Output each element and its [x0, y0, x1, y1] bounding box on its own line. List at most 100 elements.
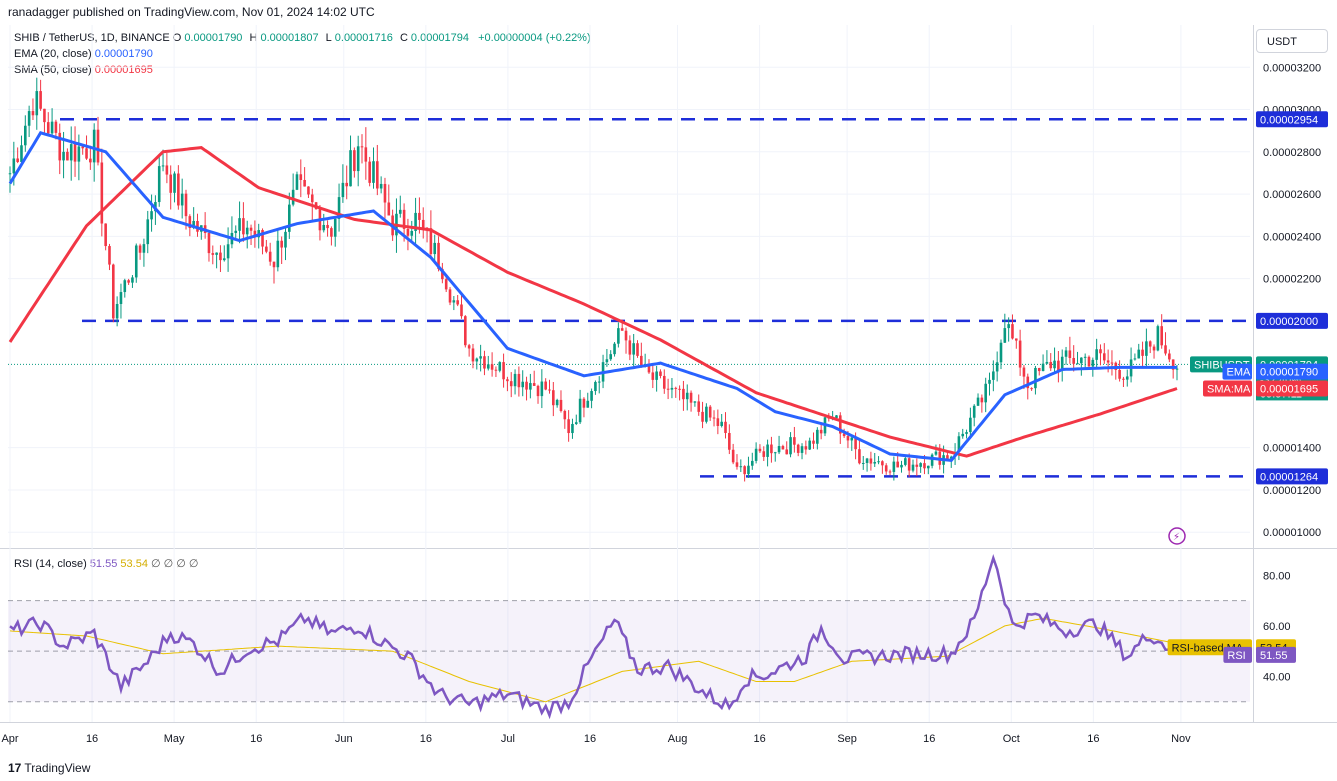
candle-body — [900, 464, 903, 468]
candle-body — [1160, 326, 1163, 346]
candles — [8, 77, 1179, 482]
candle-body — [697, 401, 701, 412]
candle-body — [800, 446, 804, 453]
rsi-tag-value-text: 51.55 — [1260, 650, 1288, 662]
candle-body — [682, 388, 685, 400]
x-tick-label: Aug — [668, 733, 688, 745]
price-tag-value-text: 0.00001790 — [1260, 367, 1318, 379]
candle-body — [1122, 378, 1125, 380]
candle-body — [670, 387, 674, 390]
grid — [0, 25, 1337, 723]
candle-body — [16, 158, 19, 163]
currency-button[interactable]: USDT — [1256, 29, 1328, 53]
candle-body — [586, 400, 590, 408]
candle-body — [770, 444, 773, 454]
candle-body — [54, 121, 58, 133]
candle-body — [291, 189, 295, 205]
candle-body — [58, 132, 62, 161]
candle-body — [747, 465, 750, 475]
rsi-ma-value: 53.54 — [120, 558, 148, 570]
candle-body — [712, 417, 716, 419]
candle-body — [609, 354, 613, 360]
y-tick-label: 0.00002600 — [1263, 189, 1321, 201]
candle-body — [490, 364, 494, 370]
candle-body — [89, 158, 92, 163]
candle-body — [854, 437, 857, 450]
candle-body — [337, 197, 341, 219]
candle-body — [739, 466, 743, 468]
candle-body — [8, 173, 12, 175]
x-tick-label: 16 — [753, 733, 765, 745]
candle-body — [628, 340, 632, 355]
candle-body — [666, 388, 670, 390]
candle-body — [708, 406, 712, 418]
candle-body — [881, 461, 884, 466]
candle-body — [1118, 369, 1121, 379]
candle-body — [1099, 349, 1102, 354]
candle-body — [35, 91, 39, 116]
candle-body — [1133, 358, 1137, 360]
candle-body — [838, 415, 842, 434]
candle-body — [1103, 353, 1106, 361]
candle-body — [620, 328, 624, 331]
candle-body — [368, 161, 371, 183]
candle-body — [119, 292, 123, 304]
candle-body — [716, 418, 720, 426]
candle-body — [678, 388, 681, 390]
candle-body — [303, 179, 306, 187]
candle-body — [268, 251, 272, 262]
candle-body — [215, 252, 218, 255]
candle-body — [992, 371, 995, 380]
price-tag-value-text: 0.00002954 — [1260, 114, 1318, 126]
candle-body — [513, 373, 517, 387]
horizontal-levels[interactable] — [8, 118, 1250, 478]
candle-body — [410, 230, 414, 236]
candle-body — [926, 465, 930, 469]
candle-body — [383, 183, 387, 203]
candle-body — [475, 358, 479, 362]
candle-body — [728, 432, 731, 450]
candle-body — [24, 125, 27, 146]
candle-body — [100, 162, 104, 224]
candle-body — [1068, 350, 1072, 358]
candle-body — [333, 218, 337, 237]
candle-body — [796, 444, 800, 453]
candle-body — [969, 417, 972, 433]
y-tick-label: 0.00003200 — [1263, 62, 1321, 74]
candle-body — [1003, 328, 1007, 343]
candle-body — [965, 432, 968, 434]
candle-body — [85, 148, 88, 159]
candle-body — [112, 264, 115, 319]
price-tag-value-text: 0.00001695 — [1260, 383, 1318, 395]
candle-body — [12, 158, 16, 174]
x-tick-label: 16 — [923, 733, 935, 745]
y-tick-label: 0.00001200 — [1263, 485, 1321, 497]
candle-body — [766, 444, 769, 457]
candle-body — [662, 375, 666, 389]
candle-body — [330, 228, 333, 237]
candle-body — [705, 406, 708, 422]
candle-body — [988, 379, 991, 384]
candle-body — [647, 364, 651, 373]
candle-body — [509, 381, 513, 387]
high-value: 0.00001807 — [260, 32, 319, 44]
candle-body — [284, 231, 287, 248]
publisher-text: ranadagger published on TradingView.com,… — [8, 5, 375, 19]
candle-body — [624, 330, 628, 341]
candle-body — [858, 449, 861, 464]
y-tick-label: 0.00002200 — [1263, 274, 1321, 286]
candle-body — [911, 464, 915, 471]
rsi-tick-label: 60.00 — [1263, 621, 1291, 633]
candle-body — [750, 460, 754, 466]
candle-body — [437, 242, 440, 269]
rsi-legend[interactable]: RSI (14, close) 51.55 53.54 ∅ ∅ ∅ ∅ — [14, 556, 199, 572]
candle-body — [115, 303, 119, 319]
candle-body — [789, 437, 792, 455]
ema-20-line — [8, 131, 1177, 462]
candle-body — [877, 461, 880, 463]
tradingview-logo-icon: 17 — [8, 761, 22, 775]
candle-body — [418, 212, 421, 220]
rsi-lines — [9, 554, 1179, 720]
ema-legend[interactable]: EMA (20, close) 0.00001790 — [14, 46, 153, 62]
